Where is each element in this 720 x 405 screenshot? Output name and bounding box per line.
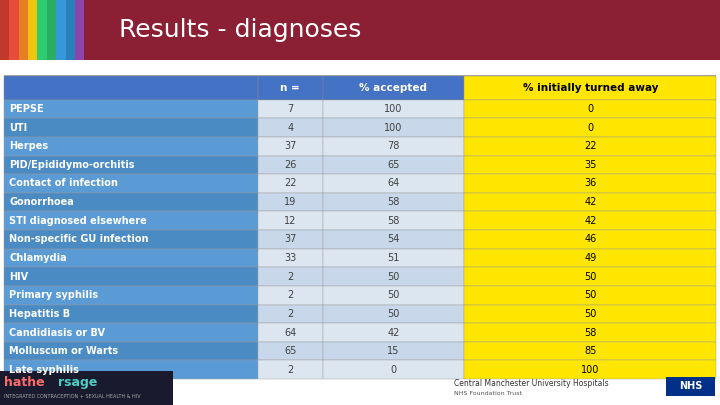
FancyBboxPatch shape [464, 76, 716, 100]
FancyBboxPatch shape [4, 323, 258, 342]
Text: 2: 2 [287, 290, 293, 300]
Text: 0: 0 [588, 123, 593, 132]
Text: 54: 54 [387, 234, 400, 244]
Text: % accepted: % accepted [359, 83, 428, 93]
FancyBboxPatch shape [4, 342, 258, 360]
FancyBboxPatch shape [323, 323, 464, 342]
FancyBboxPatch shape [4, 267, 258, 286]
Text: Primary syphilis: Primary syphilis [9, 290, 99, 300]
Text: 46: 46 [584, 234, 597, 244]
FancyBboxPatch shape [4, 360, 258, 379]
Text: 58: 58 [387, 197, 400, 207]
FancyBboxPatch shape [56, 0, 66, 60]
FancyBboxPatch shape [258, 137, 323, 156]
FancyBboxPatch shape [464, 156, 716, 174]
Text: 19: 19 [284, 197, 297, 207]
FancyBboxPatch shape [19, 0, 28, 60]
Text: Hepatitis B: Hepatitis B [9, 309, 71, 319]
Text: INTEGRATED CONTRACEPTION + SEXUAL HEALTH & HIV: INTEGRATED CONTRACEPTION + SEXUAL HEALTH… [4, 394, 140, 399]
FancyBboxPatch shape [464, 230, 716, 249]
FancyBboxPatch shape [464, 100, 716, 118]
FancyBboxPatch shape [323, 211, 464, 230]
Text: 64: 64 [387, 179, 400, 188]
FancyBboxPatch shape [464, 249, 716, 267]
Text: 42: 42 [584, 197, 597, 207]
Text: Herpes: Herpes [9, 141, 48, 151]
Text: 22: 22 [584, 141, 597, 151]
FancyBboxPatch shape [464, 137, 716, 156]
FancyBboxPatch shape [4, 76, 258, 100]
FancyBboxPatch shape [323, 76, 464, 100]
FancyBboxPatch shape [258, 286, 323, 305]
FancyBboxPatch shape [464, 118, 716, 137]
Text: 12: 12 [284, 216, 297, 226]
FancyBboxPatch shape [258, 76, 323, 100]
Text: 0: 0 [390, 365, 397, 375]
FancyBboxPatch shape [37, 0, 47, 60]
Text: 85: 85 [584, 346, 597, 356]
Text: 100: 100 [384, 104, 402, 114]
Text: Candidiasis or BV: Candidiasis or BV [9, 328, 105, 337]
Text: n =: n = [280, 83, 300, 93]
Text: 4: 4 [287, 123, 293, 132]
FancyBboxPatch shape [258, 230, 323, 249]
FancyBboxPatch shape [258, 211, 323, 230]
FancyBboxPatch shape [323, 118, 464, 137]
Text: Gonorrhoea: Gonorrhoea [9, 197, 74, 207]
FancyBboxPatch shape [4, 305, 258, 323]
Text: Chlamydia: Chlamydia [9, 253, 67, 263]
Text: 50: 50 [387, 272, 400, 281]
FancyBboxPatch shape [323, 342, 464, 360]
FancyBboxPatch shape [4, 286, 258, 305]
Text: Contact of infection: Contact of infection [9, 179, 118, 188]
FancyBboxPatch shape [4, 118, 258, 137]
FancyBboxPatch shape [47, 0, 56, 60]
FancyBboxPatch shape [323, 249, 464, 267]
FancyBboxPatch shape [323, 286, 464, 305]
FancyBboxPatch shape [0, 0, 720, 60]
FancyBboxPatch shape [4, 75, 716, 76]
Text: 64: 64 [284, 328, 297, 337]
FancyBboxPatch shape [75, 0, 84, 60]
FancyBboxPatch shape [4, 174, 258, 193]
Text: rsage: rsage [58, 376, 97, 389]
FancyBboxPatch shape [464, 323, 716, 342]
Text: 2: 2 [287, 365, 293, 375]
Text: 65: 65 [284, 346, 297, 356]
FancyBboxPatch shape [258, 118, 323, 137]
FancyBboxPatch shape [464, 174, 716, 193]
FancyBboxPatch shape [464, 305, 716, 323]
FancyBboxPatch shape [258, 249, 323, 267]
FancyBboxPatch shape [323, 305, 464, 323]
Text: 37: 37 [284, 141, 297, 151]
FancyBboxPatch shape [258, 174, 323, 193]
Text: 51: 51 [387, 253, 400, 263]
FancyBboxPatch shape [258, 305, 323, 323]
Text: hathe: hathe [4, 376, 44, 389]
Text: 35: 35 [584, 160, 597, 170]
Text: NHS: NHS [679, 382, 702, 391]
Text: NHS Foundation Trust: NHS Foundation Trust [454, 391, 521, 396]
FancyBboxPatch shape [323, 230, 464, 249]
FancyBboxPatch shape [0, 0, 9, 60]
Text: PID/Epididymo-orchitis: PID/Epididymo-orchitis [9, 160, 135, 170]
Text: 50: 50 [387, 290, 400, 300]
FancyBboxPatch shape [66, 0, 75, 60]
Text: 0: 0 [588, 104, 593, 114]
FancyBboxPatch shape [323, 360, 464, 379]
FancyBboxPatch shape [4, 137, 258, 156]
Text: PEPSE: PEPSE [9, 104, 44, 114]
FancyBboxPatch shape [9, 0, 19, 60]
Text: 26: 26 [284, 160, 297, 170]
Text: 2: 2 [287, 309, 293, 319]
Text: 100: 100 [384, 123, 402, 132]
FancyBboxPatch shape [323, 156, 464, 174]
Text: 78: 78 [387, 141, 400, 151]
FancyBboxPatch shape [323, 193, 464, 211]
FancyBboxPatch shape [4, 100, 258, 118]
Text: 58: 58 [584, 328, 597, 337]
FancyBboxPatch shape [258, 342, 323, 360]
FancyBboxPatch shape [323, 137, 464, 156]
Text: 7: 7 [287, 104, 293, 114]
